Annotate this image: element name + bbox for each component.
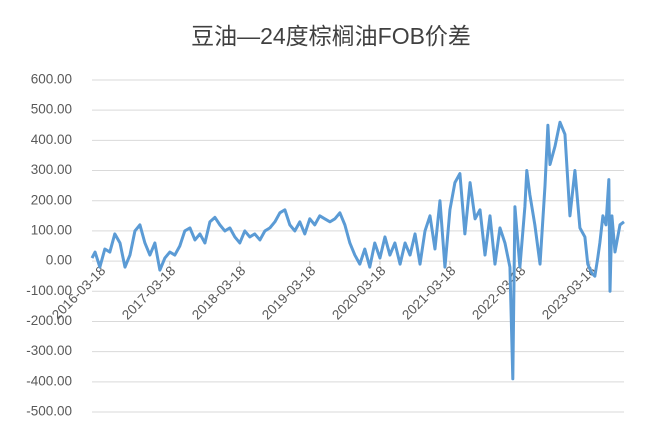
y-tick-label: 500.00 [31,102,72,117]
x-tick-label: 2020-03-18 [329,263,388,322]
y-tick-label: -400.00 [26,373,72,388]
y-tick-label: 200.00 [31,192,72,207]
y-tick-label: 100.00 [31,222,72,237]
y-tick-label: -300.00 [26,343,72,358]
y-tick-label: -500.00 [26,404,72,419]
chart-title: 豆油—24度棕榈油FOB价差 [191,23,471,49]
x-tick-label: 2018-03-18 [189,263,248,322]
x-tick-label: 2019-03-18 [259,263,318,322]
y-tick-label: -100.00 [26,283,72,298]
x-tick-label: 2022-03-18 [469,263,528,322]
x-tick-label: 2021-03-18 [399,263,458,322]
x-tick-label: 2023-03-18 [539,263,598,322]
x-tick-label: 2017-03-18 [119,263,178,322]
y-tick-label: 400.00 [31,132,72,147]
y-tick-label: 0.00 [46,253,72,268]
data-line [90,120,625,381]
y-tick-label: 600.00 [31,72,72,87]
y-tick-label: -200.00 [26,313,72,328]
y-tick-label: 300.00 [31,162,72,177]
